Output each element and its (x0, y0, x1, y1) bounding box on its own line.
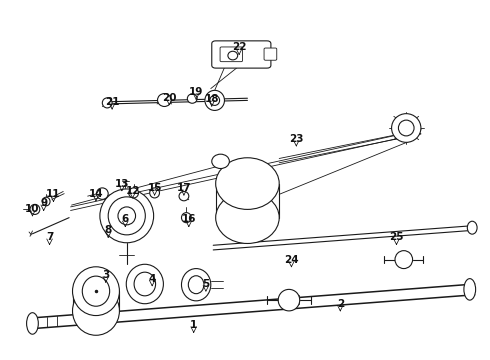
Text: 9: 9 (40, 198, 47, 208)
Ellipse shape (26, 313, 38, 334)
Ellipse shape (212, 154, 229, 168)
Ellipse shape (181, 269, 211, 301)
Ellipse shape (102, 98, 112, 108)
Ellipse shape (150, 188, 159, 198)
Ellipse shape (395, 251, 413, 269)
Ellipse shape (42, 197, 50, 206)
Text: 6: 6 (122, 215, 129, 224)
Ellipse shape (129, 188, 139, 198)
Ellipse shape (100, 189, 154, 243)
Text: 5: 5 (202, 279, 210, 289)
FancyBboxPatch shape (264, 48, 277, 60)
Text: 24: 24 (284, 255, 299, 265)
Text: 20: 20 (162, 93, 176, 103)
Ellipse shape (181, 213, 191, 223)
Text: 17: 17 (176, 183, 191, 193)
Ellipse shape (278, 289, 300, 311)
Text: 1: 1 (190, 320, 197, 330)
Ellipse shape (73, 287, 120, 335)
Ellipse shape (216, 192, 279, 243)
Ellipse shape (210, 95, 220, 105)
Text: 15: 15 (147, 183, 162, 193)
Ellipse shape (97, 188, 108, 199)
Ellipse shape (108, 197, 146, 235)
Text: 25: 25 (389, 232, 404, 242)
Text: 22: 22 (232, 42, 246, 52)
Ellipse shape (118, 207, 136, 225)
Ellipse shape (392, 114, 421, 142)
Ellipse shape (216, 158, 279, 210)
Ellipse shape (205, 90, 224, 111)
Text: 4: 4 (148, 274, 156, 284)
Text: 10: 10 (25, 204, 40, 214)
Ellipse shape (228, 51, 238, 60)
Ellipse shape (188, 276, 204, 294)
Ellipse shape (398, 120, 414, 136)
Text: 11: 11 (46, 189, 61, 199)
Text: 8: 8 (104, 225, 112, 235)
Text: 14: 14 (89, 189, 103, 199)
Text: 21: 21 (105, 97, 120, 107)
Text: 18: 18 (204, 94, 219, 104)
Ellipse shape (30, 204, 40, 215)
FancyBboxPatch shape (212, 41, 271, 68)
Text: 7: 7 (46, 232, 53, 242)
Ellipse shape (73, 267, 120, 316)
Text: 3: 3 (102, 270, 109, 280)
Ellipse shape (134, 272, 156, 296)
Ellipse shape (187, 94, 197, 103)
Ellipse shape (464, 279, 476, 300)
Text: 13: 13 (115, 179, 129, 189)
Ellipse shape (179, 192, 189, 201)
Text: 12: 12 (125, 186, 140, 196)
Ellipse shape (158, 94, 171, 107)
Text: 2: 2 (337, 299, 344, 309)
Ellipse shape (82, 276, 110, 306)
FancyBboxPatch shape (220, 47, 243, 62)
Text: 23: 23 (289, 134, 303, 144)
Ellipse shape (126, 264, 163, 304)
Text: 16: 16 (182, 215, 196, 224)
Ellipse shape (467, 221, 477, 234)
Text: 19: 19 (189, 87, 203, 97)
